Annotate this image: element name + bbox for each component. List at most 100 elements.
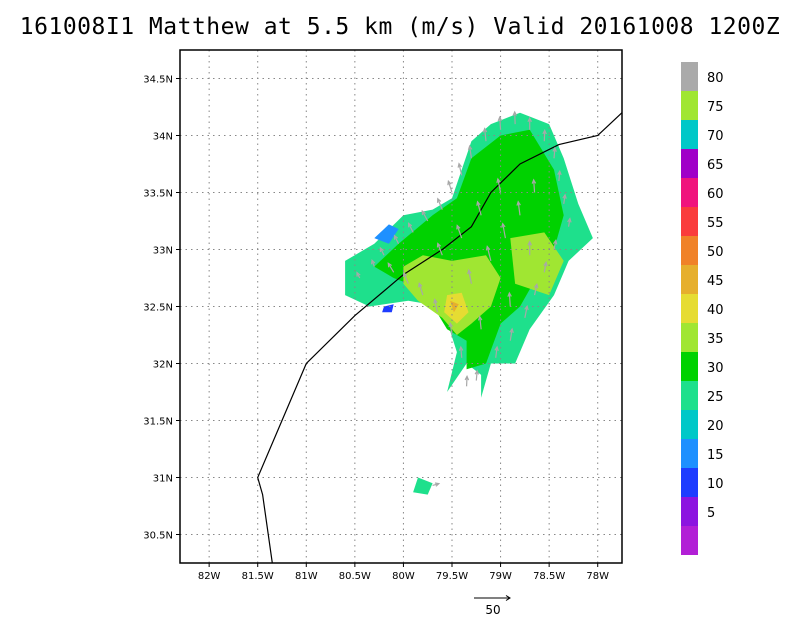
reference-vector-label: 50: [485, 603, 500, 617]
wind-vector: [527, 116, 532, 130]
colorbar-label: 5: [707, 506, 715, 521]
colorbar-label: 55: [707, 216, 724, 231]
wind-vector: [477, 315, 483, 330]
colorbar-segment: [681, 207, 698, 236]
wind-vector: [552, 239, 558, 250]
wind-vector: [457, 162, 463, 176]
wind-vector: [402, 271, 409, 284]
x-tick-label: 81W: [295, 571, 318, 582]
x-tick-label: 80W: [392, 571, 415, 582]
wind-speed-region: [374, 224, 399, 244]
colorbar-segment: [681, 410, 698, 439]
wind-speed-region: [444, 292, 469, 324]
y-tick-label: 30.5N: [143, 531, 173, 542]
colorbar-segment: [681, 91, 698, 120]
wind-vector: [494, 345, 499, 358]
colorbar-label: 45: [707, 274, 724, 289]
wind-vector: [371, 259, 376, 267]
colorbar-label: 70: [707, 129, 724, 144]
colorbar: 5 10 15 20 25 30 35 40 45 50 55 60 65 70 75 80: [681, 62, 724, 555]
colorbar-label: 65: [707, 158, 724, 173]
wind-vector: [356, 271, 361, 279]
y-tick-label: 32N: [153, 360, 173, 371]
wind-vector: [436, 197, 443, 210]
wind-vector: [496, 177, 502, 193]
wind-vector: [379, 246, 385, 256]
wind-vector: [447, 179, 453, 193]
y-tick-label: 33.5N: [143, 189, 173, 200]
colorbar-label: 35: [707, 332, 724, 347]
chart-title: 161008I1 Matthew at 5.5 km (m/s) Valid 2…: [19, 14, 781, 40]
wind-vector: [562, 193, 567, 204]
y-tick-label: 32.5N: [143, 303, 173, 314]
wind-vector: [474, 369, 480, 381]
wind-speed-field: [345, 112, 593, 495]
wind-vector: [533, 282, 539, 296]
wind-vector: [509, 327, 514, 341]
wind-vector: [485, 245, 492, 262]
colorbar-label: 40: [707, 303, 724, 318]
wind-vector: [543, 261, 548, 273]
wind-vector: [482, 127, 488, 142]
colorbar-label: 50: [707, 245, 724, 260]
colorbar-segment: [681, 497, 698, 526]
wind-vector: [421, 209, 429, 222]
colorbar-segment: [681, 236, 698, 265]
wind-vector: [507, 291, 512, 307]
colorbar-segment: [681, 439, 698, 468]
colorbar-segment: [681, 526, 698, 555]
wind-speed-region: [374, 129, 564, 370]
colorbar-segment: [681, 294, 698, 323]
x-axis-ticks: 82W 81.5W 81W 80.5W 80W 79.5W 79W 78.5W 78W: [198, 563, 609, 582]
wind-vector: [531, 178, 537, 193]
colorbar-label: 25: [707, 390, 724, 405]
wind-vector: [557, 169, 562, 182]
y-tick-label: 31.5N: [143, 417, 173, 428]
colorbar-segment: [681, 265, 698, 294]
colorbar-segment: [681, 178, 698, 207]
reference-vector-head: [505, 595, 511, 601]
wind-speed-region: [510, 232, 564, 296]
x-tick-label: 81.5W: [242, 571, 274, 582]
wind-vector: [552, 146, 557, 159]
wind-vector: [467, 144, 473, 159]
colorbar-segment: [681, 120, 698, 149]
colorbar-segment: [681, 381, 698, 410]
wind-vector: [418, 282, 424, 296]
wind-vector: [448, 321, 453, 336]
wind-vector: [433, 298, 439, 313]
colorbar-label: 80: [707, 71, 724, 86]
wind-vector: [408, 222, 414, 233]
wind-vector: [516, 200, 521, 216]
wind-vector: [436, 242, 443, 256]
wind-vector: [512, 110, 518, 125]
colorbar-label: 20: [707, 419, 724, 434]
colorbar-segment: [681, 149, 698, 178]
y-axis-ticks: 30.5N 31N 31.5N 32N 32.5N 33N 33.5N 34N 34.5N: [143, 75, 180, 542]
wind-vector: [567, 217, 572, 227]
x-tick-label: 79.5W: [436, 571, 468, 582]
wind-vector: [464, 375, 470, 387]
grid-lines: [180, 50, 622, 563]
wind-vector: [476, 200, 482, 216]
coastline-layer: [257, 112, 622, 563]
wind-vector: [387, 262, 395, 273]
wind-vector: [467, 268, 473, 284]
x-tick-label: 78.5W: [533, 571, 565, 582]
colorbar-segment: [681, 323, 698, 352]
colorbar-label: 15: [707, 448, 724, 463]
reference-vector: 50: [474, 595, 511, 617]
wind-vector: [527, 240, 532, 256]
x-tick-label: 79W: [489, 571, 512, 582]
wind-vectors: [356, 110, 572, 487]
colorbar-segment: [681, 352, 698, 381]
wind-vector: [458, 345, 464, 358]
colorbar-label: 75: [707, 100, 724, 115]
x-tick-label: 80.5W: [339, 571, 371, 582]
wind-vector: [497, 115, 503, 130]
wind-vector: [542, 129, 547, 142]
y-tick-label: 31N: [153, 474, 173, 485]
colorbar-label: 60: [707, 187, 724, 202]
x-tick-label: 82W: [198, 571, 221, 582]
